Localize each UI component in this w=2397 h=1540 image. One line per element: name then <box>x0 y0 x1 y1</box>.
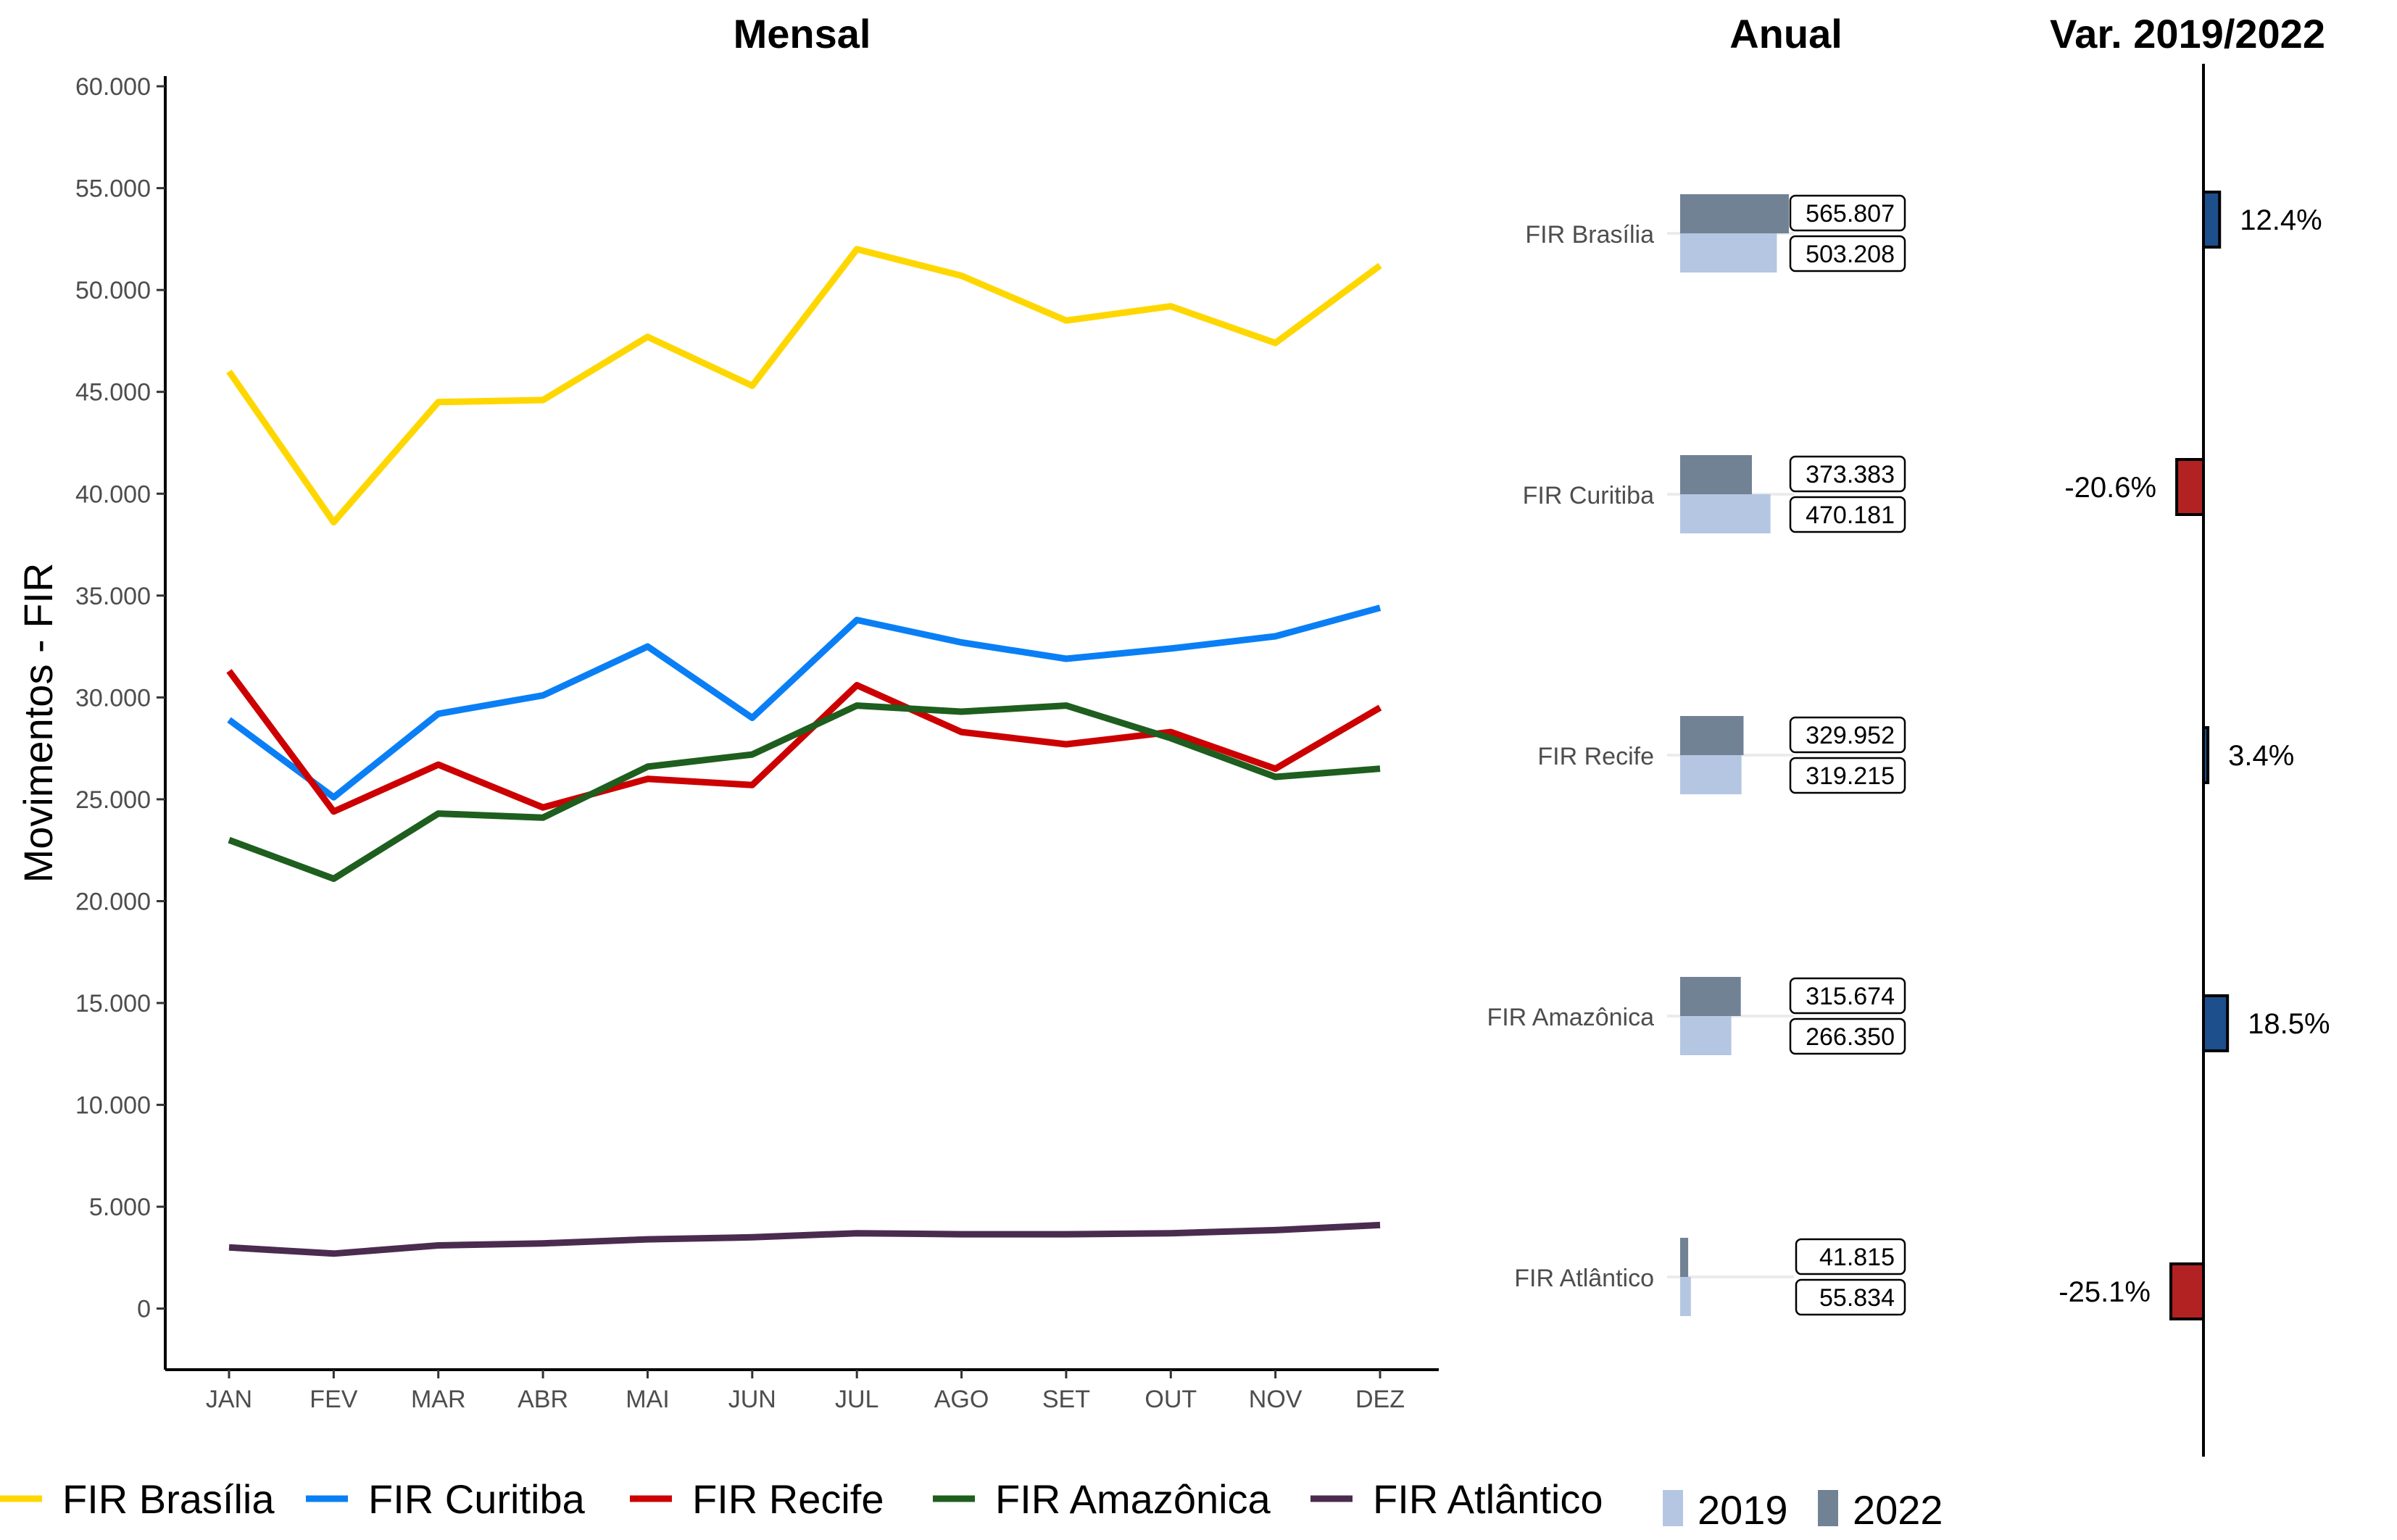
value-label-box <box>1789 194 1906 232</box>
category-label: FIR Atlântico <box>1514 1265 1654 1292</box>
bar-2019 <box>1680 233 1777 272</box>
bar-2019 <box>1680 494 1771 533</box>
x-tick-label: FEV <box>310 1386 357 1413</box>
category-label: FIR Recife <box>1537 743 1654 770</box>
value-label-2022: 565.807 <box>1806 200 1895 228</box>
y-tick-label: 50.000 <box>75 277 151 304</box>
value-label-2022: 329.952 <box>1806 722 1895 749</box>
value-label-2019: 470.181 <box>1806 501 1895 529</box>
positive-variation-bar <box>2202 994 2230 1052</box>
y-tick-label: 60.000 <box>75 73 151 101</box>
value-label-2019: 319.215 <box>1806 762 1895 790</box>
category-label: FIR Brasília <box>1525 221 1654 249</box>
chart-title: Var. 2019/2022 <box>2050 11 2325 57</box>
y-tick-label: 20.000 <box>75 888 151 915</box>
y-axis-label: Movimentos - FIR <box>15 563 61 883</box>
value-label-box <box>1795 1238 1906 1275</box>
bar-2019 <box>1680 1016 1732 1055</box>
variation-label: 18.5% <box>2248 1008 2330 1040</box>
chart-title: Anual <box>1729 11 1843 57</box>
x-tick-label: JAN <box>206 1386 252 1413</box>
value-label-2022: 315.674 <box>1806 983 1895 1010</box>
series-line-fir-atlantico <box>228 1221 1381 1257</box>
legend-label: FIR Atlântico <box>1373 1476 1603 1522</box>
x-tick-label: ABR <box>518 1386 568 1413</box>
bar-2022 <box>1680 716 1744 755</box>
value-label-2019: 266.350 <box>1806 1023 1895 1051</box>
x-tick-label: JUN <box>728 1386 776 1413</box>
y-tick-label: 35.000 <box>75 583 151 610</box>
y-tick-label: 55.000 <box>75 175 151 203</box>
value-label-box <box>1789 1017 1906 1055</box>
series-line-fir-recife <box>226 669 1382 815</box>
bar-2022 <box>1680 194 1789 233</box>
x-tick-label: JUL <box>835 1386 878 1413</box>
series-line-fir-curitiba <box>227 604 1382 801</box>
series-line-fir-brasilia <box>226 246 1382 526</box>
bar-2022 <box>1680 1238 1689 1277</box>
legend-bar-swatch <box>1663 1490 1683 1526</box>
chart-title: Mensal <box>734 11 871 57</box>
value-label-box <box>1789 496 1906 533</box>
positive-variation-bar <box>2202 191 2222 249</box>
value-label-box <box>1789 235 1906 272</box>
y-tick-label: 5.000 <box>89 1194 151 1221</box>
x-tick-label: MAI <box>626 1386 669 1413</box>
variation-label: -25.1% <box>2059 1276 2151 1308</box>
variation-label: -20.6% <box>2064 472 2156 504</box>
negative-variation-bar <box>2175 458 2205 516</box>
legend-label: 2019 <box>1698 1487 1788 1533</box>
value-label-box <box>1789 716 1906 754</box>
value-label-2019: 55.834 <box>1819 1284 1895 1312</box>
legend-label: FIR Amazônica <box>995 1476 1271 1522</box>
negative-variation-bar <box>2169 1262 2205 1320</box>
x-tick-label: AGO <box>934 1386 989 1413</box>
variation-label: 3.4% <box>2228 740 2294 772</box>
value-label-2022: 41.815 <box>1819 1244 1895 1271</box>
bar-2022 <box>1680 455 1752 494</box>
legend-label: 2022 <box>1853 1487 1943 1533</box>
y-tick-label: 25.000 <box>75 786 151 814</box>
legend-bar-swatch <box>1818 1490 1838 1526</box>
y-tick-label: 10.000 <box>75 1092 151 1120</box>
value-label-2022: 373.383 <box>1806 461 1895 488</box>
value-label-box <box>1789 977 1906 1015</box>
bar-2019 <box>1680 1277 1691 1316</box>
legend-label: FIR Brasília <box>62 1476 275 1522</box>
legend-label: FIR Recife <box>692 1476 884 1522</box>
value-label-2019: 503.208 <box>1806 241 1895 268</box>
value-label-box <box>1795 1278 1906 1316</box>
y-tick-label: 45.000 <box>75 379 151 407</box>
y-tick-label: 15.000 <box>75 990 151 1017</box>
positive-variation-bar <box>2202 726 2210 784</box>
value-label-box <box>1789 455 1906 493</box>
bar-2019 <box>1680 755 1742 794</box>
y-tick-label: 40.000 <box>75 480 151 508</box>
x-tick-label: SET <box>1042 1386 1090 1413</box>
legend: FIR Brasília FIR Curitiba FIR Recife FIR Am… <box>0 1476 1943 1533</box>
x-tick-label: OUT <box>1145 1386 1197 1413</box>
series-line-fir-amazonica <box>228 702 1381 882</box>
category-label: FIR Amazônica <box>1487 1004 1654 1031</box>
variation-label: 12.4% <box>2240 204 2322 236</box>
x-tick-label: MAR <box>411 1386 466 1413</box>
annual-bar-chart: Anual FIR Brasília 565.807 503.208 FIR Curit… <box>1487 11 1906 1316</box>
bar-2022 <box>1680 977 1741 1016</box>
value-label-box <box>1789 757 1906 794</box>
y-tick-label: 30.000 <box>75 684 151 712</box>
variation-bar-chart: Var. 2019/2022 12.4% -20.6% 3.4% 18.5% -25.1% <box>2050 11 2330 1457</box>
category-label: FIR Curitiba <box>1523 482 1654 509</box>
monthly-line-chart: Mensal Movimentos - FIR 0 5.000 10.000 15.000… <box>15 11 1439 1413</box>
legend-label: FIR Curitiba <box>368 1476 586 1522</box>
x-tick-label: DEZ <box>1355 1386 1405 1413</box>
x-tick-label: NOV <box>1249 1386 1303 1413</box>
y-tick-label: 0 <box>137 1296 151 1323</box>
